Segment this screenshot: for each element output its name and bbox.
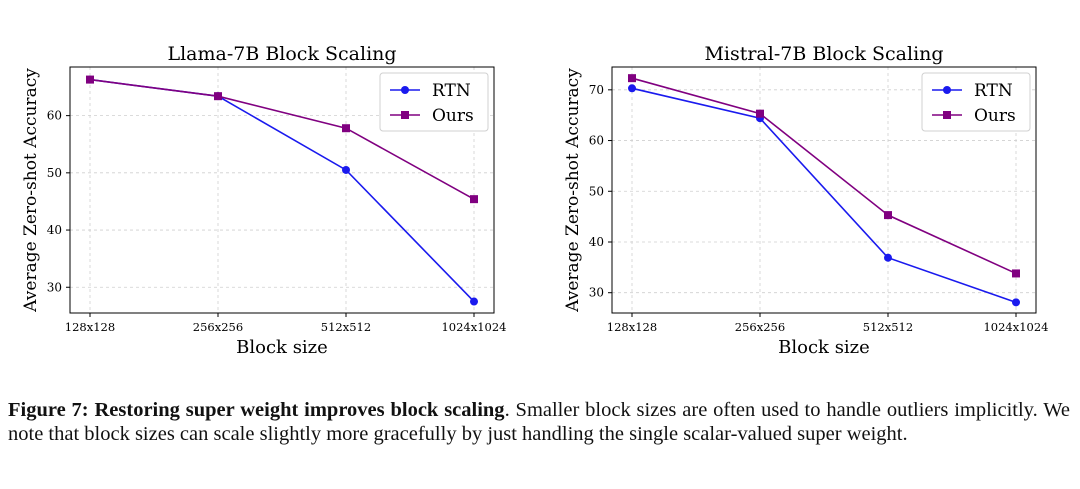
legend: RTN Ours bbox=[921, 72, 1031, 132]
chart-title: Llama-7B Block Scaling bbox=[167, 43, 396, 65]
y-axis-label: Average Zero-shot Accuracy bbox=[21, 68, 41, 313]
legend-label-ours: Ours bbox=[432, 106, 474, 126]
x-tick-label: 256x256 bbox=[735, 320, 785, 334]
series-line-ours bbox=[89, 78, 475, 200]
chart-0: 128x128 256x256 512x512 1024x1024 30 40 50 60 Ll… bbox=[21, 43, 507, 358]
point-ours bbox=[214, 92, 222, 101]
legend-label-ours: Ours bbox=[974, 106, 1016, 126]
legend-marker-ours bbox=[401, 111, 409, 119]
point-ours bbox=[756, 109, 764, 118]
y-tick-label: 40 bbox=[589, 235, 604, 249]
x-tick-label: 512x512 bbox=[863, 320, 913, 334]
y-tick-label: 50 bbox=[47, 166, 62, 180]
point-ours bbox=[86, 75, 94, 84]
x-tick-label: 512x512 bbox=[321, 320, 371, 334]
series-line-ours bbox=[631, 77, 1017, 275]
x-tick-label: 1024x1024 bbox=[441, 320, 506, 334]
point-rtn bbox=[628, 84, 636, 93]
series-line-rtn bbox=[631, 87, 1017, 304]
figure-caption: Figure 7: Restoring super weight improve… bbox=[8, 398, 1070, 446]
point-rtn bbox=[1012, 298, 1020, 307]
chart-1: 128x128 256x256 512x512 1024x1024 30 40 50 60 70… bbox=[563, 43, 1049, 358]
y-tick-label: 60 bbox=[589, 134, 604, 148]
x-tick-label: 1024x1024 bbox=[983, 320, 1048, 334]
caption-label: Figure 7: bbox=[8, 399, 89, 421]
y-tick-label: 30 bbox=[47, 280, 62, 294]
x-tick-label: 256x256 bbox=[193, 320, 243, 334]
x-axis-label: Block size bbox=[778, 337, 870, 358]
y-tick-label: 70 bbox=[589, 83, 604, 97]
x-axis-label: Block size bbox=[236, 337, 328, 358]
point-ours bbox=[470, 195, 478, 204]
figure-charts: 128x128 256x256 512x512 1024x1024 30 40 50 60 Ll… bbox=[21, 43, 1049, 358]
legend-marker-rtn bbox=[943, 86, 951, 94]
y-tick-label: 40 bbox=[47, 223, 62, 237]
legend-marker-rtn bbox=[401, 86, 409, 94]
point-ours bbox=[884, 211, 892, 220]
legend-label-rtn: RTN bbox=[974, 81, 1013, 101]
x-tick-label: 128x128 bbox=[65, 320, 115, 334]
legend-marker-ours bbox=[943, 111, 951, 119]
legend-label-rtn: RTN bbox=[432, 81, 471, 101]
plot-frame bbox=[69, 66, 495, 314]
y-tick-label: 50 bbox=[589, 184, 604, 198]
point-ours bbox=[1012, 269, 1020, 278]
y-tick-label: 60 bbox=[47, 109, 62, 123]
legend: RTN Ours bbox=[379, 72, 489, 132]
y-tick-label: 30 bbox=[589, 286, 604, 300]
caption-bold-title: Restoring super weight improves block sc… bbox=[94, 399, 505, 421]
x-tick-label: 128x128 bbox=[607, 320, 657, 334]
y-axis-label: Average Zero-shot Accuracy bbox=[563, 68, 583, 313]
point-rtn bbox=[884, 253, 892, 262]
point-ours bbox=[628, 74, 636, 83]
point-rtn bbox=[342, 165, 350, 174]
point-ours bbox=[342, 124, 350, 133]
plot-frame bbox=[611, 66, 1037, 314]
chart-title: Mistral-7B Block Scaling bbox=[704, 43, 943, 65]
point-rtn bbox=[470, 297, 478, 306]
caption-text: . Smaller block sizes are often used to … bbox=[8, 399, 1070, 445]
